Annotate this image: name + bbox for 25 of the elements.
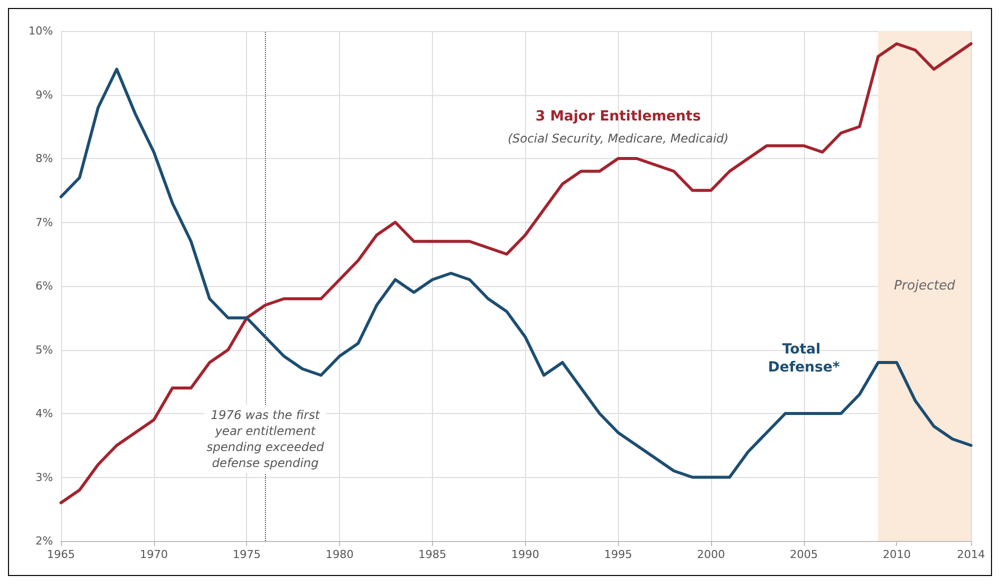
y-tick-label: 3% (36, 470, 53, 484)
series-label: Total Defense* (768, 342, 840, 376)
x-tick-label: 1985 (418, 548, 446, 561)
annotation: (Social Security, Medicare, Medicaid) (508, 132, 729, 146)
text: 3 Major Entitlements (536, 108, 701, 124)
x-tick-label: 1975 (232, 548, 261, 561)
x-tick-label: 1990 (511, 548, 540, 561)
y-tick-label: 9% (36, 88, 53, 102)
band-label: Projected (894, 278, 956, 294)
y-tick-label: 6% (36, 280, 53, 292)
x-tick-label: 2010 (882, 548, 911, 561)
y-tick-label: 8% (36, 152, 53, 165)
x-tick-label: 1965 (47, 548, 75, 561)
x-tick-label: 1980 (326, 548, 354, 561)
x-tick-label: 1995 (604, 548, 632, 561)
y-tick-label: 10% (28, 24, 53, 38)
y-tick-label: 2% (36, 534, 53, 548)
x-tick-label: 1970 (140, 548, 168, 561)
y-tick-label: 7% (36, 216, 53, 229)
x-tick-label: 2005 (790, 548, 818, 561)
x-tick-label: 2000 (697, 548, 725, 561)
x-tick-label: 2014 (957, 548, 985, 561)
annotation: 1976 was the first year entitlement spending exceeded defense spending (206, 408, 324, 470)
y-tick-label: 5% (36, 343, 53, 356)
y-tick-label: 4% (36, 407, 53, 420)
